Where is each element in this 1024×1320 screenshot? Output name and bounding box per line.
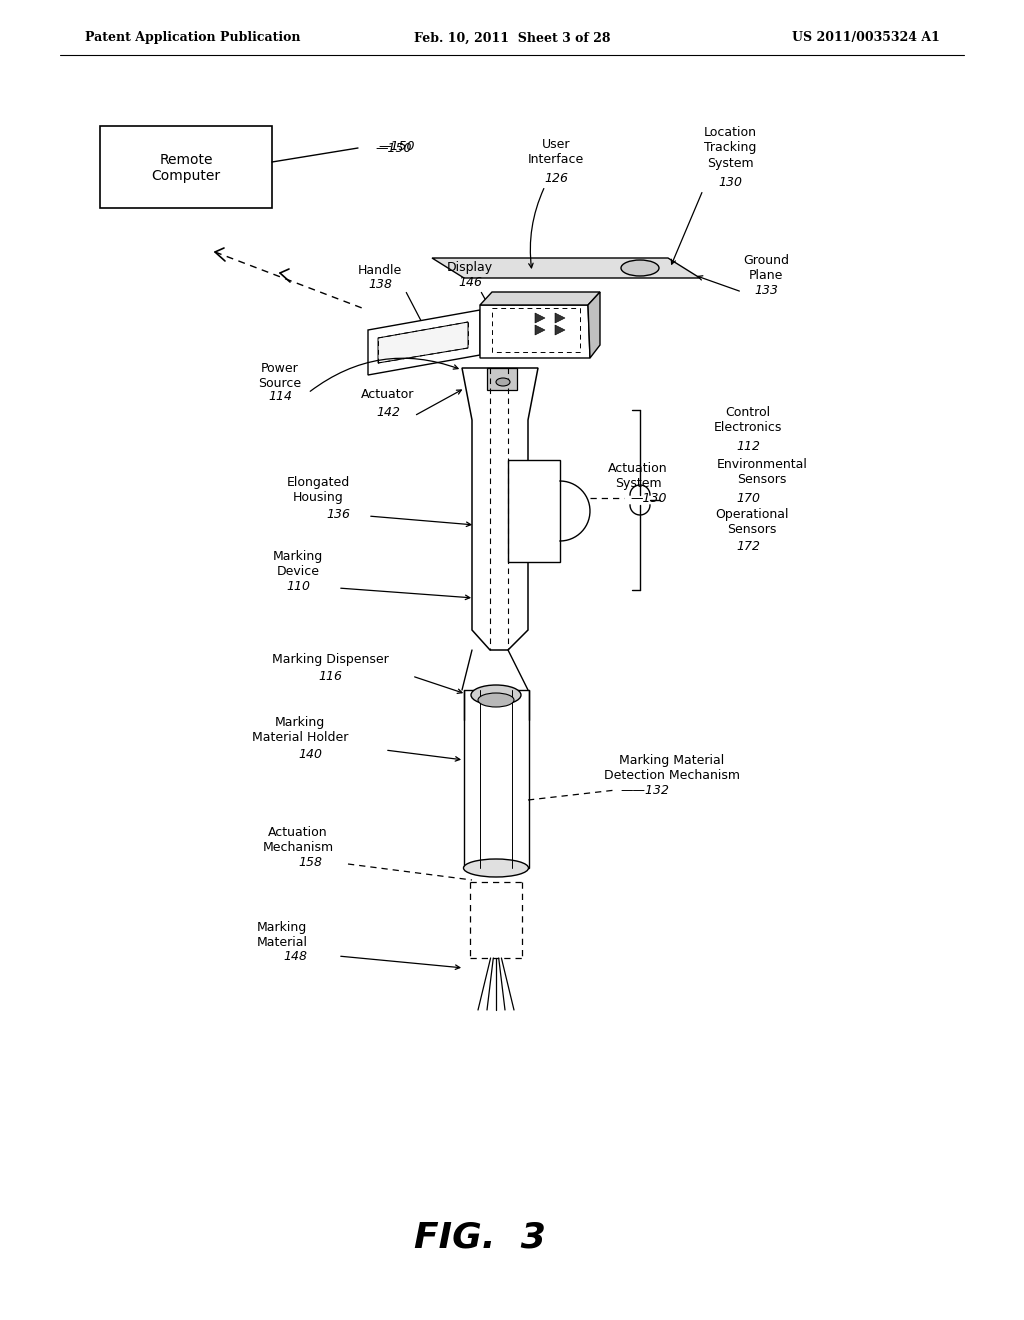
Text: Marking
Material: Marking Material [256,921,307,949]
Text: Remote
Computer: Remote Computer [152,153,220,183]
Polygon shape [535,325,545,335]
FancyBboxPatch shape [487,368,517,389]
Text: 126: 126 [544,172,568,185]
Text: Environmental
Sensors: Environmental Sensors [717,458,808,486]
FancyArrowPatch shape [310,358,458,391]
Text: —150: —150 [378,140,415,153]
Polygon shape [368,310,480,375]
Text: 110: 110 [286,579,310,593]
Text: Marking
Device: Marking Device [272,550,324,578]
Polygon shape [535,313,545,323]
Text: Elongated
Housing: Elongated Housing [287,477,349,504]
Text: Operational
Sensors: Operational Sensors [715,508,788,536]
Text: User
Interface: User Interface [528,139,584,166]
Polygon shape [378,322,468,363]
Text: 116: 116 [318,669,342,682]
FancyBboxPatch shape [100,125,272,209]
Text: Location
Tracking
System: Location Tracking System [703,127,757,169]
Text: Marking
Material Holder: Marking Material Holder [252,715,348,744]
Text: Ground
Plane: Ground Plane [743,253,790,282]
Text: 130: 130 [718,176,742,189]
Text: Marking Material
Detection Mechanism: Marking Material Detection Mechanism [604,754,740,781]
Text: Patent Application Publication: Patent Application Publication [85,32,300,45]
Text: ——132: ——132 [620,784,669,796]
Text: Control
Electronics: Control Electronics [714,407,782,434]
Text: US 2011/0035324 A1: US 2011/0035324 A1 [793,32,940,45]
Polygon shape [508,459,560,562]
Polygon shape [555,313,565,323]
Text: FIG.  3: FIG. 3 [414,1221,546,1255]
Text: Actuation
System: Actuation System [608,462,668,490]
Polygon shape [588,292,600,358]
Polygon shape [432,257,700,279]
Ellipse shape [471,685,521,705]
Text: 140: 140 [298,747,322,760]
Text: 172: 172 [736,540,760,553]
Polygon shape [480,305,590,358]
Text: 148: 148 [283,950,307,964]
Text: 136: 136 [326,507,350,520]
Text: 170: 170 [736,491,760,504]
Polygon shape [480,292,600,305]
Text: Power
Source: Power Source [258,362,301,389]
Polygon shape [555,325,565,335]
Text: Actuator: Actuator [361,388,415,401]
FancyBboxPatch shape [464,690,529,869]
Text: 133: 133 [754,284,778,297]
Text: —150: —150 [375,141,412,154]
Ellipse shape [621,260,659,276]
Text: Handle: Handle [357,264,402,276]
Text: Feb. 10, 2011  Sheet 3 of 28: Feb. 10, 2011 Sheet 3 of 28 [414,32,610,45]
Text: —130: —130 [630,491,667,504]
Text: Marking Dispenser: Marking Dispenser [271,653,388,667]
Ellipse shape [496,378,510,385]
Text: 112: 112 [736,440,760,453]
Text: 114: 114 [268,389,292,403]
Text: Display: Display [446,261,494,275]
Polygon shape [462,368,538,649]
Text: 146: 146 [458,276,482,289]
FancyArrowPatch shape [528,189,544,268]
Ellipse shape [478,693,514,708]
Text: 138: 138 [368,279,392,292]
Text: Actuation
Mechanism: Actuation Mechanism [262,826,334,854]
Text: 142: 142 [376,405,400,418]
Text: 158: 158 [298,855,322,869]
Ellipse shape [464,859,528,876]
